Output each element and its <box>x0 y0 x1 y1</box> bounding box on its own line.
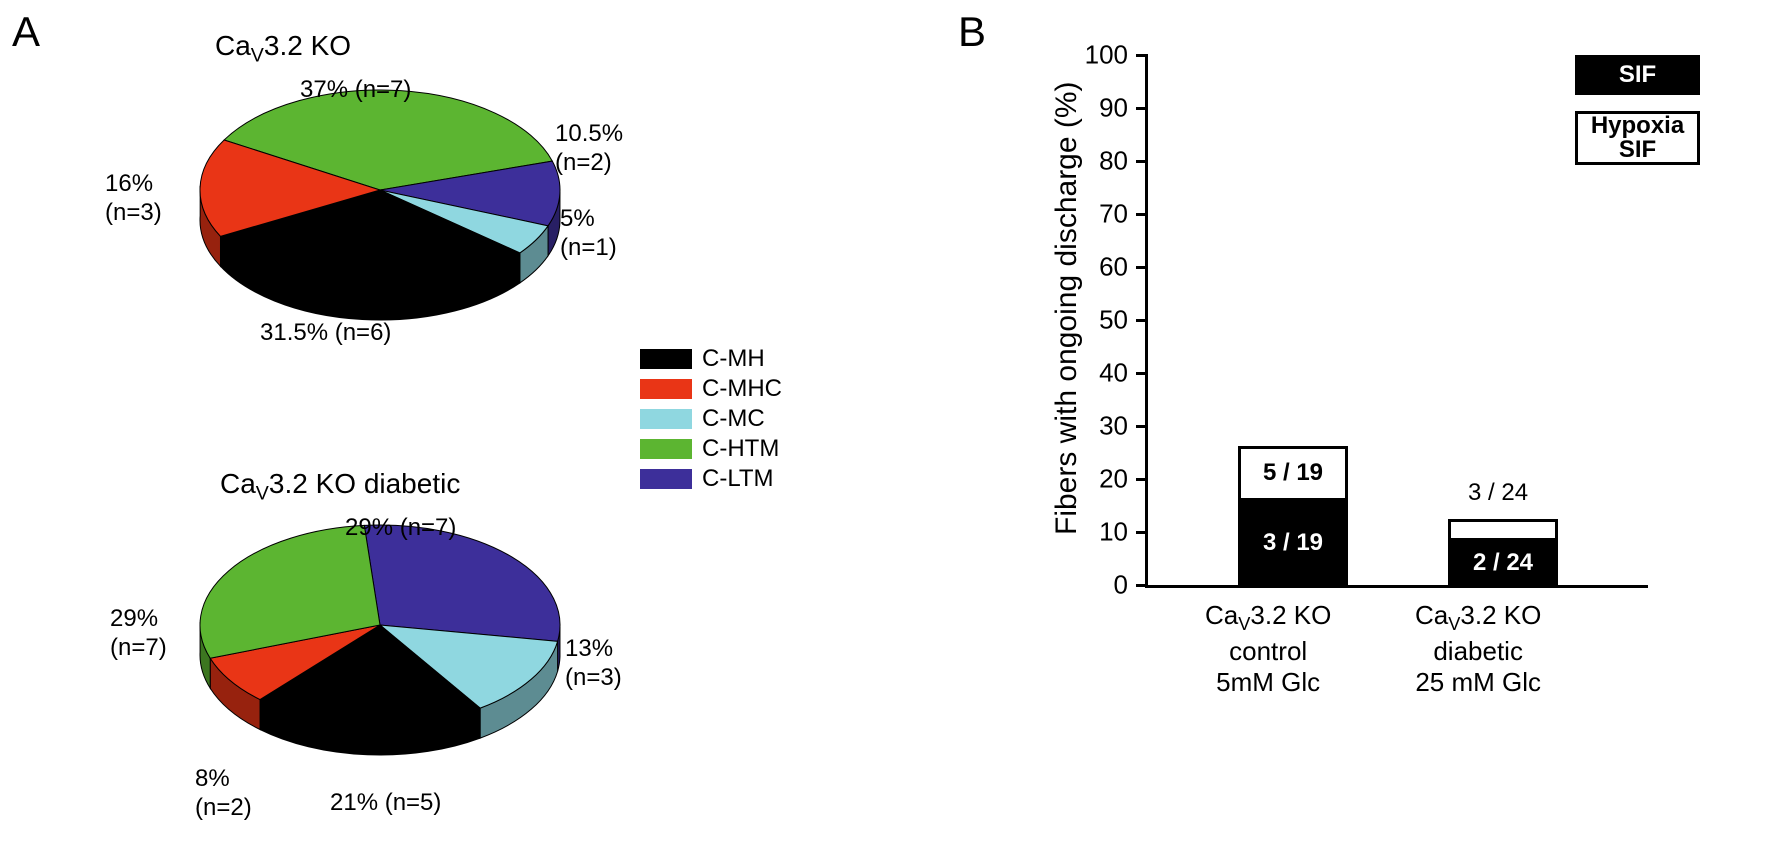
legend-swatch <box>640 439 692 459</box>
y-tick-label: 30 <box>1099 411 1128 442</box>
y-tick <box>1136 107 1148 110</box>
y-tick <box>1136 160 1148 163</box>
bar-segment-sif: 2 / 24 <box>1448 541 1558 585</box>
bar-segment-sif: 3 / 19 <box>1238 501 1348 585</box>
y-tick-label: 10 <box>1099 517 1128 548</box>
category-label: CaV3.2 KOcontrol5mM Glc <box>1205 600 1331 698</box>
y-tick-label: 70 <box>1099 199 1128 230</box>
bar-segment-hypoxia: 5 / 19 <box>1238 446 1348 502</box>
y-tick <box>1136 425 1148 428</box>
y-axis-label: Fibers with ongoing discharge (%) <box>1050 81 1084 535</box>
panel-b-letter: B <box>958 8 986 56</box>
y-tick <box>1136 478 1148 481</box>
pie2-title: CaV3.2 KO diabetic <box>220 468 460 506</box>
y-tick-label: 100 <box>1085 40 1128 71</box>
pie1-chart <box>170 70 590 330</box>
legend-swatch <box>640 349 692 369</box>
legend-row-c-mc: C-MC <box>640 405 782 433</box>
pie1-label-ltm: 10.5%(n=2) <box>555 120 623 178</box>
legend-label: C-LTM <box>702 465 774 493</box>
y-tick-label: 60 <box>1099 252 1128 283</box>
y-tick-label: 90 <box>1099 93 1128 124</box>
pie1-label-mc: 5%(n=1) <box>560 205 617 263</box>
y-tick-label: 20 <box>1099 464 1128 495</box>
y-tick-label: 0 <box>1114 570 1128 601</box>
pie2-label-ltm: 29% (n=7) <box>345 515 456 541</box>
legend-row-c-mh: C-MH <box>640 345 782 373</box>
pie2-label-mh: 21% (n=5) <box>330 790 441 816</box>
panel-b-legend: SIF HypoxiaSIF <box>1575 55 1700 181</box>
legend-swatch <box>640 469 692 489</box>
pie2-label-mc: 13%(n=3) <box>565 635 622 693</box>
bar-value-label: 3 / 19 <box>1241 504 1345 582</box>
legend-label: C-HTM <box>702 435 779 463</box>
legend-swatch <box>640 379 692 399</box>
pie2-label-htm: 29%(n=7) <box>110 605 167 663</box>
legend-swatch <box>640 409 692 429</box>
bar-value-label: 5 / 19 <box>1241 449 1345 499</box>
panel-b-chart: Fibers with ongoing discharge (%) 0 10 20 3… <box>1015 55 1735 815</box>
pie1-title: CaV3.2 KO <box>215 30 351 68</box>
legend-label: C-MC <box>702 405 765 433</box>
pie2-chart <box>170 505 590 765</box>
category-label: CaV3.2 KOdiabetic25 mM Glc <box>1415 600 1541 698</box>
legend-label: C-MHC <box>702 375 782 403</box>
panel-a-letter: A <box>12 8 40 56</box>
y-tick <box>1136 584 1148 587</box>
bar-segment-hypoxia <box>1448 519 1558 541</box>
y-tick <box>1136 319 1148 322</box>
y-tick-label: 80 <box>1099 146 1128 177</box>
legend-label: C-MH <box>702 345 765 373</box>
legend-row-c-htm: C-HTM <box>640 435 782 463</box>
legend-row-c-ltm: C-LTM <box>640 465 782 493</box>
y-tick-label: 40 <box>1099 358 1128 389</box>
pie1-label-mh: 31.5% (n=6) <box>260 320 391 346</box>
y-tick <box>1136 372 1148 375</box>
y-tick <box>1136 213 1148 216</box>
pie1-label-mhc: 16%(n=3) <box>105 170 162 228</box>
pie1-label-htm: 37% (n=7) <box>300 77 411 103</box>
bar-value-label: 3 / 24 <box>1468 479 1528 507</box>
bar-value-label: 2 / 24 <box>1451 544 1555 582</box>
y-tick <box>1136 266 1148 269</box>
legend-row-c-mhc: C-MHC <box>640 375 782 403</box>
y-tick <box>1136 531 1148 534</box>
y-tick-label: 50 <box>1099 305 1128 336</box>
y-tick <box>1136 54 1148 57</box>
legend-b-item: HypoxiaSIF <box>1575 111 1700 165</box>
panel-a-legend: C-MHC-MHCC-MCC-HTMC-LTM <box>640 345 782 495</box>
pie2-label-mhc: 8%(n=2) <box>195 765 252 823</box>
legend-b-item: SIF <box>1575 55 1700 95</box>
